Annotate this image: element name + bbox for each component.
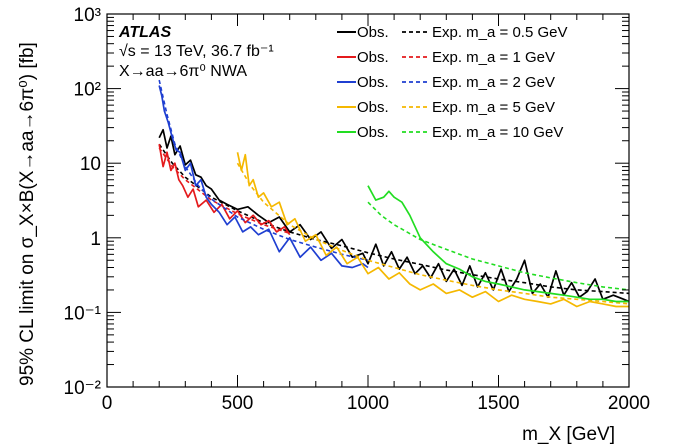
- series-line-6: [236, 152, 629, 308]
- x-tick-label: 1500: [477, 393, 519, 414]
- series-curves: [158, 79, 630, 308]
- y-axis-title: 95% CL limit on σ_X×B(X→aa→6π⁰) [fb]: [17, 42, 38, 386]
- legend-label-expected: Exp. m_a = 0.5 GeV: [432, 24, 568, 41]
- legend-label-observed: Obs.: [357, 74, 389, 91]
- x-tick-label: 2000: [608, 393, 650, 414]
- legend-label-observed: Obs.: [357, 24, 389, 41]
- axis-tick-labels: 0 500 1000 1500 2000 10⁻² 10⁻¹ 1 10 10² 10³: [64, 5, 651, 414]
- series-line-5: [158, 79, 369, 262]
- x-tick-label: 500: [222, 393, 254, 414]
- legend-label-expected: Exp. m_a = 1 GeV: [432, 49, 555, 66]
- x-tick-label: 0: [102, 393, 113, 414]
- series-line-1: [158, 143, 630, 295]
- process-label: X→aa→6π⁰ NWA: [119, 63, 247, 80]
- axis-ticks: [106, 13, 630, 388]
- legend-label-expected: Exp. m_a = 2 GeV: [432, 74, 555, 91]
- x-tick-label: 1000: [347, 393, 389, 414]
- y-tick-label: 10: [80, 154, 101, 175]
- series-line-7: [236, 162, 630, 305]
- y-tick-label: 1: [90, 229, 101, 250]
- series-line-9: [367, 201, 630, 291]
- series-line-3: [158, 147, 290, 235]
- legend-label-observed: Obs.: [357, 124, 389, 141]
- y-tick-label: 10⁻¹: [64, 303, 102, 324]
- series-line-4: [158, 85, 369, 269]
- legend-label-observed: Obs.: [357, 49, 389, 66]
- y-tick-label: 10²: [74, 80, 101, 101]
- legend-label-expected: Exp. m_a = 10 GeV: [432, 124, 563, 141]
- series-line-8: [367, 185, 629, 303]
- legend: Obs. Exp. m_a = 0.5 GeV Obs. Exp. m_a = 1 G…: [337, 24, 568, 141]
- legend-label-observed: Obs.: [357, 99, 389, 116]
- legend-label-expected: Exp. m_a = 5 GeV: [432, 99, 555, 116]
- y-tick-label: 10³: [74, 5, 101, 26]
- atlas-label: ATLAS: [118, 24, 171, 41]
- x-axis-title: m_X [GeV]: [522, 424, 615, 445]
- y-tick-label: 10⁻²: [64, 378, 102, 399]
- energy-label: √s = 13 TeV, 36.7 fb⁻¹: [119, 43, 274, 60]
